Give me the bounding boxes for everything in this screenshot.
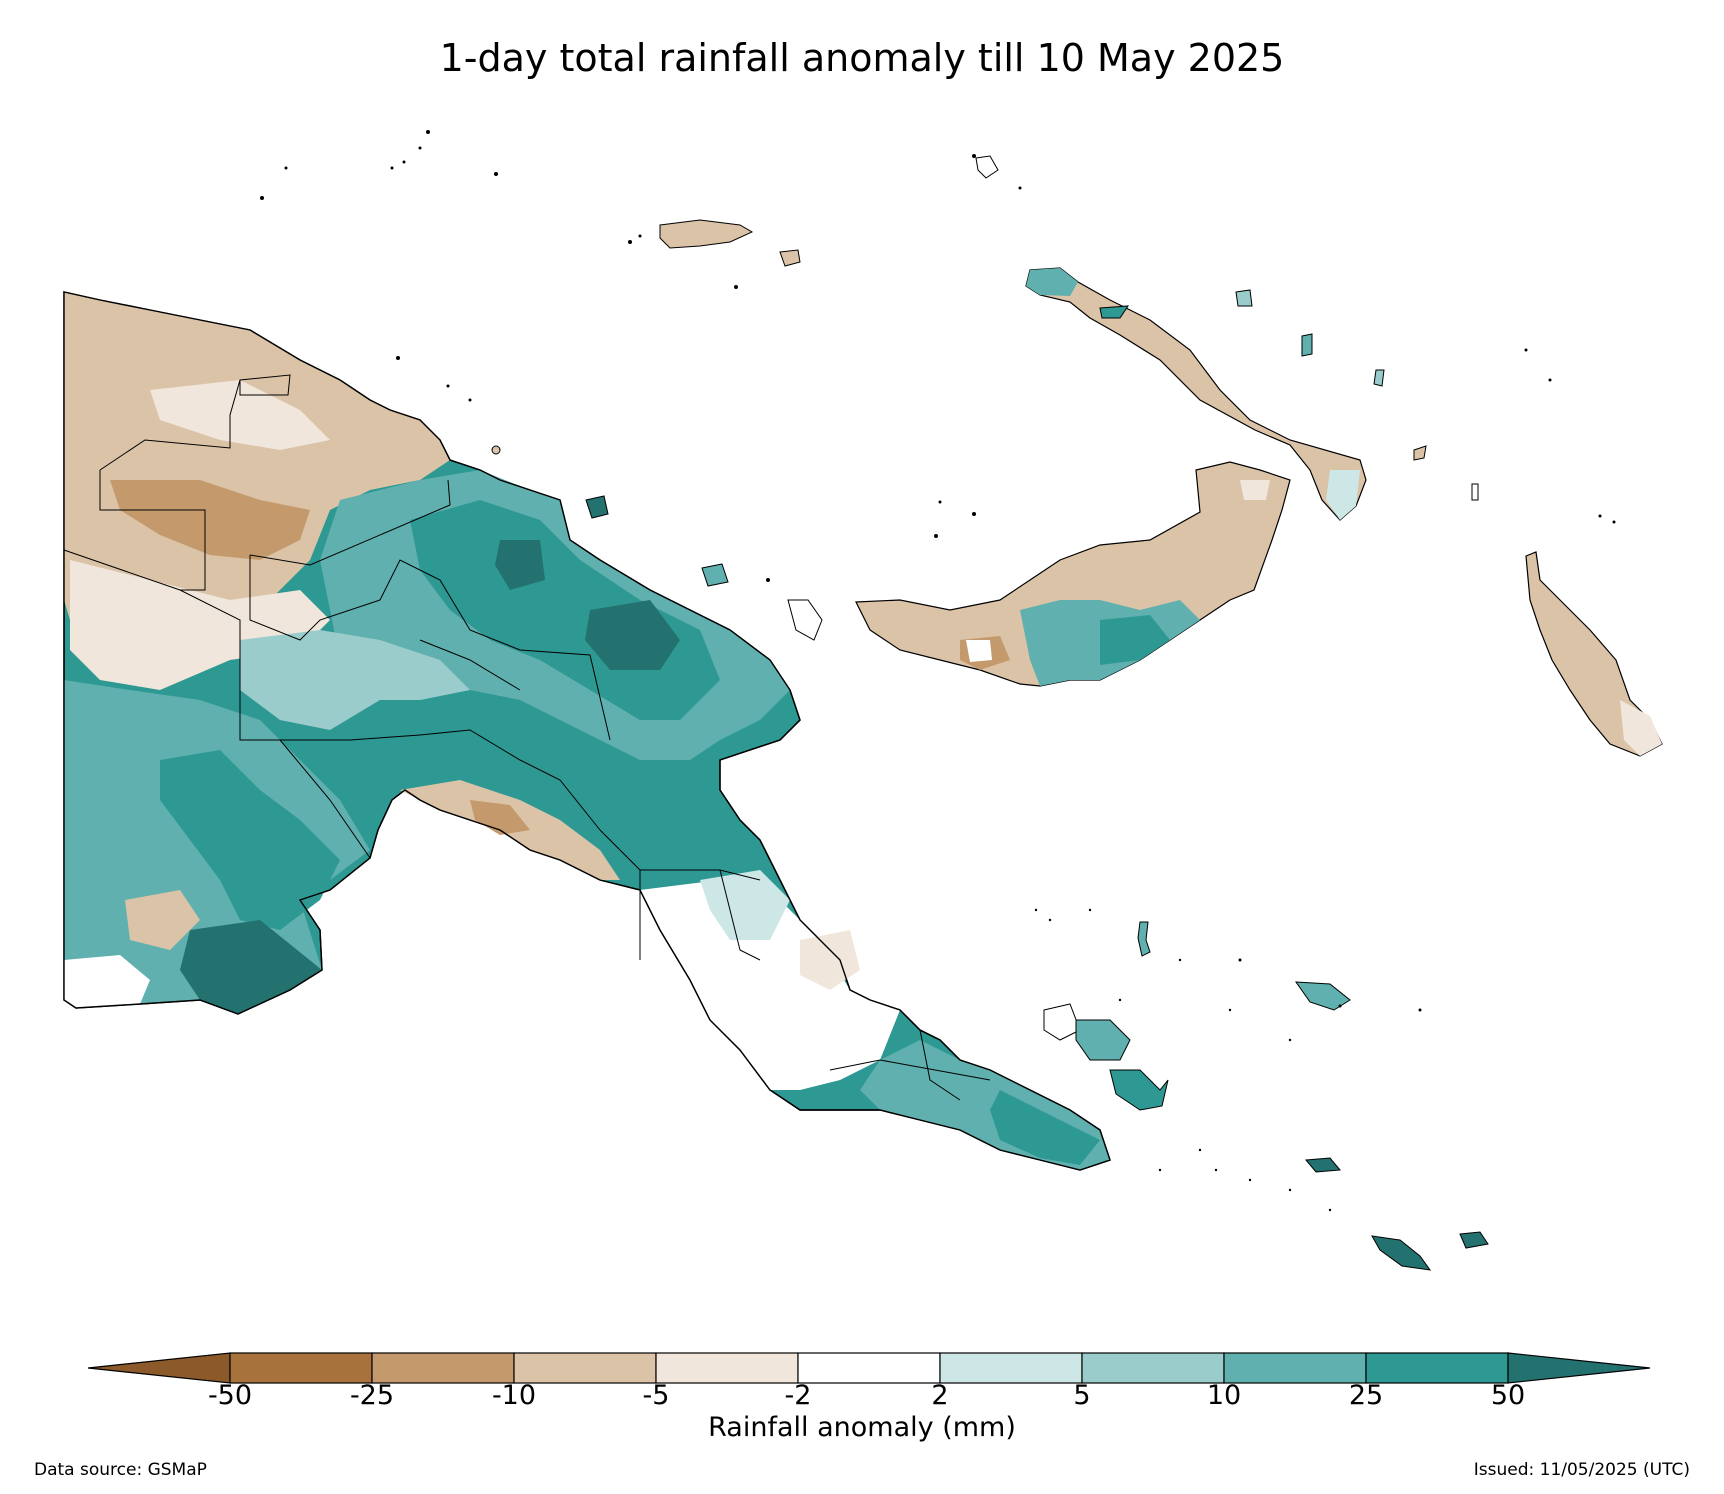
colorbar-tick-label: 2: [931, 1380, 949, 1411]
west-dry-patch: [125, 890, 200, 950]
colorbar-segment: [229, 1352, 373, 1384]
scattered-islets: [396, 348, 1616, 1212]
issued-date-note: Issued: 11/05/2025 (UTC): [1473, 1460, 1690, 1480]
southeast-very-wet: [990, 1090, 1100, 1165]
east-light-wet: [700, 870, 790, 940]
colorbar-tick-label: -25: [349, 1380, 395, 1411]
sw-neutral: [64, 955, 150, 1008]
mussau-island: [975, 155, 999, 179]
colorbar-below-min: [87, 1352, 231, 1384]
colorbar-above-max: [1507, 1352, 1651, 1384]
colorbar-segment: [1223, 1352, 1367, 1384]
west-very-wet-core: [160, 750, 340, 930]
nw-light-strip: [150, 380, 330, 450]
bougainville: [1525, 551, 1663, 757]
long-island: [701, 563, 729, 587]
north-coast-wet-core-2: [495, 540, 545, 590]
nw-dry-zone: [64, 292, 450, 660]
karkar-island: [585, 495, 609, 519]
data-source-note: Data source: GSMaP: [34, 1460, 207, 1480]
new-britain: [855, 461, 1291, 687]
colorbar-segment: [513, 1352, 657, 1384]
north-coast-wet-core: [585, 600, 680, 670]
mainland-outline: [63, 291, 1111, 1171]
colorbar-segment: [371, 1352, 515, 1384]
colorbar-segment: [939, 1352, 1083, 1384]
gulf-very-dry: [470, 800, 530, 835]
colorbar-label: Rainfall anomaly (mm): [708, 1412, 1016, 1443]
umboi-island: [787, 599, 823, 641]
manus-island: [628, 219, 801, 289]
nw-very-dry-zone: [110, 480, 310, 560]
colorbar-segment: [1081, 1352, 1225, 1384]
colorbar-segment: [655, 1352, 799, 1384]
colorbar-segment: [797, 1352, 941, 1384]
highlands-moderate: [240, 630, 470, 730]
milne-bay-islands: [1043, 921, 1489, 1271]
mainland: [63, 291, 1111, 1171]
colorbar-tick-label: 10: [1206, 1380, 1242, 1411]
east-neutral-band: [640, 880, 900, 1090]
colorbar-segment: [1365, 1352, 1509, 1384]
northern-small-islands: [260, 130, 1022, 200]
colorbar-tick-label: 5: [1073, 1380, 1091, 1411]
colorbar-tick-label: -50: [207, 1380, 253, 1411]
province-boundaries: [63, 374, 991, 1101]
colorbar-tick-label: 25: [1348, 1380, 1384, 1411]
colorbar-tick-label: -10: [491, 1380, 537, 1411]
new-ireland-islets: [1099, 289, 1479, 501]
colorbar-tick-label: -2: [784, 1380, 812, 1411]
nw-light-band: [70, 560, 330, 690]
map-title: 1-day total rainfall anomaly till 10 May…: [439, 36, 1285, 80]
colorbar-tick-label: -5: [642, 1380, 670, 1411]
new-ireland: [1025, 267, 1367, 521]
southwest-wet-core: [180, 920, 322, 1014]
colorbar-tick-label: 50: [1490, 1380, 1526, 1411]
